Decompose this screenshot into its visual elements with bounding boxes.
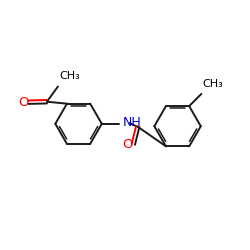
Text: CH₃: CH₃ [59,71,80,81]
Text: O: O [18,96,28,109]
Text: CH₃: CH₃ [202,80,223,90]
Text: O: O [123,138,133,151]
Text: NH: NH [122,116,141,129]
